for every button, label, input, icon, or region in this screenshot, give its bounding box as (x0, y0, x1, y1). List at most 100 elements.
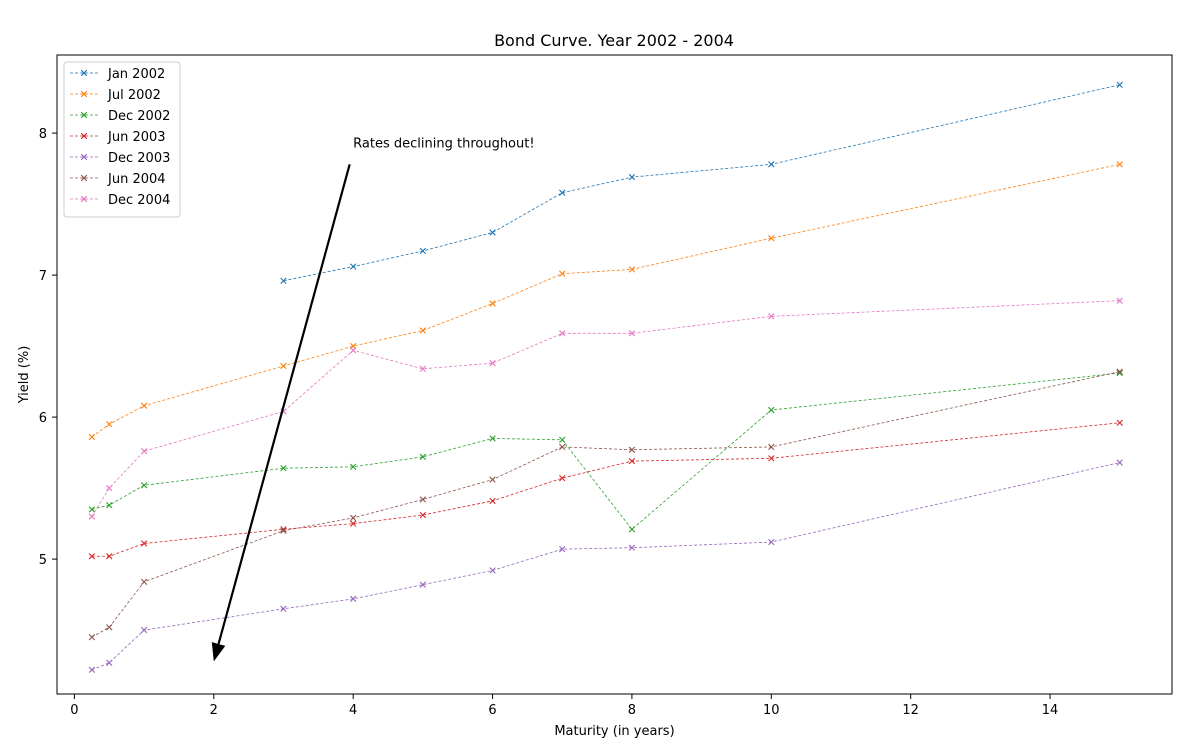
data-point (1116, 161, 1123, 168)
series-jan-2002 (280, 81, 1123, 284)
data-point (768, 443, 775, 451)
x-tick-label: 2 (210, 703, 218, 718)
data-point (280, 605, 287, 612)
data-point (419, 453, 427, 461)
series-jun-2003 (88, 419, 1123, 560)
annotation-text: Rates declining throughout! (353, 136, 534, 151)
legend-marker (80, 153, 88, 161)
data-point (1116, 368, 1123, 375)
legend-label: Jul 2002 (107, 88, 161, 103)
data-point (489, 359, 496, 367)
data-point (1116, 369, 1123, 377)
legend-entry: Jan 2002 (70, 67, 165, 82)
data-point (559, 189, 566, 196)
y-tick-label: 6 (39, 411, 47, 426)
legend-label: Jun 2003 (107, 130, 166, 145)
data-point (140, 578, 148, 586)
x-axis-label: Maturity (in years) (554, 724, 674, 739)
legend-marker (80, 174, 88, 182)
legend-marker (80, 132, 88, 140)
data-point (280, 362, 287, 370)
data-point (628, 457, 636, 465)
data-point (106, 501, 113, 509)
data-point (419, 496, 427, 503)
data-point (140, 626, 148, 634)
data-point (768, 161, 775, 168)
data-point (349, 463, 357, 470)
legend-label: Dec 2003 (108, 151, 170, 166)
data-point (349, 347, 357, 354)
data-point (489, 476, 496, 483)
data-point (559, 330, 566, 337)
series-line (91, 300, 1120, 517)
data-point (140, 482, 148, 489)
y-tick-label: 5 (39, 553, 47, 568)
legend-marker (80, 111, 88, 119)
series-dec-2003 (88, 459, 1123, 674)
data-point (280, 527, 287, 534)
legend-entry: Dec 2002 (70, 109, 170, 124)
data-point (1116, 419, 1123, 426)
data-point (88, 513, 96, 520)
data-point (280, 277, 287, 284)
y-tick-label: 8 (39, 127, 47, 142)
data-point (419, 327, 427, 334)
data-point (628, 330, 636, 337)
series-line (91, 422, 1120, 557)
data-point (768, 313, 775, 320)
data-point (628, 526, 636, 533)
y-tick-label: 7 (39, 269, 47, 284)
data-point (489, 300, 496, 307)
data-point (419, 365, 427, 373)
x-tick-label: 4 (349, 703, 357, 718)
series-line (283, 84, 1120, 282)
series-jun-2004 (88, 368, 1123, 641)
data-point (559, 436, 566, 444)
y-axis: 5 6 7 8 (39, 127, 57, 568)
data-point (768, 406, 775, 414)
data-point (349, 595, 357, 603)
data-point (140, 447, 148, 455)
data-point (140, 402, 148, 409)
annotation-arrow-shaft (217, 164, 351, 645)
legend-label: Jan 2002 (107, 67, 165, 82)
axes-frame (56, 54, 1173, 695)
data-point (628, 446, 636, 453)
data-point (628, 266, 636, 273)
data-point (349, 263, 357, 270)
data-point (768, 538, 775, 546)
data-point (88, 666, 96, 674)
data-point (88, 634, 96, 641)
data-point (1116, 459, 1123, 466)
data-point (106, 624, 113, 631)
data-point (280, 465, 287, 472)
y-axis-label: Yield (%) (17, 346, 32, 405)
data-point (489, 229, 496, 236)
data-point (559, 270, 566, 277)
data-point (106, 484, 113, 492)
data-point (88, 506, 96, 513)
legend-label: Dec 2004 (108, 193, 170, 208)
data-point (489, 497, 496, 505)
data-point (106, 659, 113, 666)
data-point (88, 553, 96, 560)
legend-entry: Jul 2002 (70, 88, 161, 103)
data-point (768, 234, 775, 242)
data-point (88, 433, 96, 441)
data-point (628, 173, 636, 181)
legend-entry: Dec 2003 (70, 151, 170, 166)
data-point (349, 520, 357, 527)
x-tick-label: 0 (70, 703, 78, 718)
data-point (559, 443, 566, 451)
legend-marker (80, 195, 88, 203)
data-point (280, 526, 287, 533)
data-point (559, 474, 566, 482)
x-tick-label: 12 (902, 703, 919, 718)
data-point (628, 544, 636, 551)
legend-label: Dec 2002 (108, 109, 170, 124)
series-line (91, 163, 1120, 438)
legend-marker (80, 90, 88, 98)
data-point (106, 553, 113, 560)
